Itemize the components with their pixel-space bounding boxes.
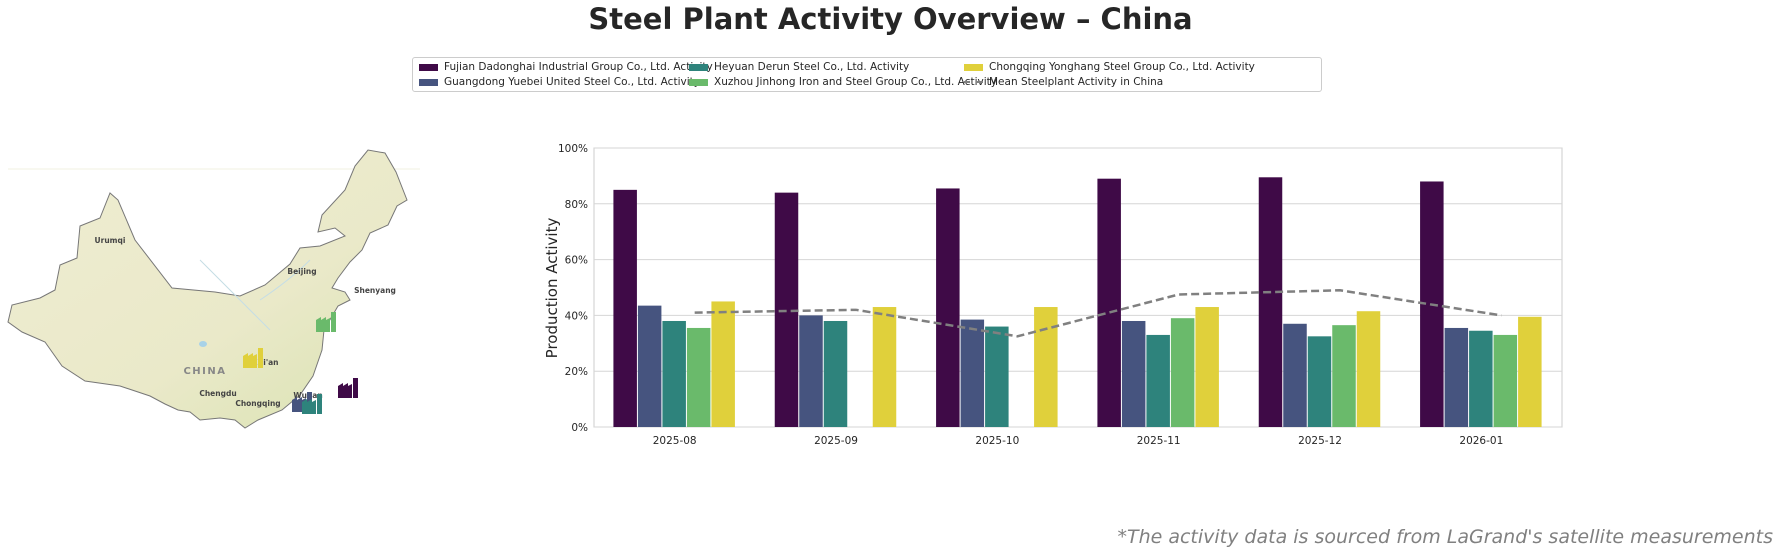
bar — [1518, 316, 1542, 427]
x-tick-label: 2025-08 — [653, 435, 697, 447]
bar — [711, 301, 735, 427]
legend-entry: Mean Steelplant Activity in China — [964, 76, 1163, 88]
bar — [936, 188, 960, 427]
bar — [1146, 334, 1170, 427]
bar — [1493, 334, 1518, 427]
legend-entry: Heyuan Derun Steel Co., Ltd. Activity — [689, 61, 909, 73]
legend-color-swatch — [689, 78, 708, 86]
legend-label: Guangdong Yuebei United Steel Co., Ltd. … — [444, 76, 700, 88]
bar — [637, 305, 662, 427]
legend-color-swatch — [964, 63, 983, 71]
bar — [1444, 327, 1469, 427]
map-city-label: CHINA — [183, 366, 226, 377]
y-tick-label: 20% — [565, 366, 588, 378]
y-tick-label: 40% — [565, 310, 588, 322]
legend-label: Fujian Dadonghai Industrial Group Co., L… — [444, 61, 713, 73]
legend-label: Xuzhou Jinhong Iron and Steel Group Co.,… — [714, 76, 997, 88]
map-city-label: Beijing — [287, 267, 316, 276]
bar — [1356, 311, 1381, 427]
y-tick-label: 60% — [565, 255, 588, 267]
legend-entry: Xuzhou Jinhong Iron and Steel Group Co.,… — [689, 76, 997, 88]
bar — [613, 189, 637, 427]
legend-color-swatch — [689, 63, 708, 71]
legend: Fujian Dadonghai Industrial Group Co., L… — [412, 57, 1322, 92]
factory-marker-icon[interactable] — [243, 348, 263, 368]
factory-marker-icon[interactable] — [302, 394, 322, 414]
map-city-label: Urumqi — [95, 236, 126, 245]
factory-marker-icon[interactable] — [316, 312, 336, 332]
legend-color-swatch — [419, 78, 438, 86]
plot-frame — [593, 147, 1563, 428]
bar — [1195, 307, 1219, 427]
bar — [960, 319, 985, 427]
figure-title: Steel Plant Activity Overview – China — [588, 2, 1193, 36]
bar — [1307, 336, 1332, 427]
bar — [1097, 178, 1121, 427]
bar — [1258, 177, 1283, 427]
bar — [985, 326, 1009, 427]
source-note: *The activity data is sourced from LaGra… — [1117, 526, 1773, 548]
china-outline — [7, 149, 408, 429]
map-city-label: Chongqing — [235, 399, 280, 408]
map-rivers — [199, 259, 311, 331]
china-map — [7, 149, 420, 429]
x-tick-label: 2025-09 — [814, 435, 858, 447]
legend-entry: Fujian Dadonghai Industrial Group Co., L… — [419, 61, 713, 73]
map-city-label: Shenyang — [354, 286, 396, 295]
bar — [799, 315, 823, 427]
x-tick-label: 2025-11 — [1137, 435, 1181, 447]
y-tick-label: 0% — [571, 422, 588, 434]
bar — [872, 307, 897, 427]
y-axis-label: Production Activity — [543, 218, 561, 359]
legend-line-swatch — [964, 81, 983, 83]
bar — [686, 327, 711, 427]
map-city-label: Chengdu — [199, 389, 236, 398]
x-tick-label: 2025-10 — [975, 435, 1019, 447]
bar — [1469, 330, 1493, 427]
y-tick-label: 80% — [565, 199, 588, 211]
legend-entry: Chongqing Yonghang Steel Group Co., Ltd.… — [964, 61, 1255, 73]
y-tick-label: 100% — [558, 143, 588, 155]
factory-marker-icon[interactable] — [338, 378, 358, 398]
legend-entry: Guangdong Yuebei United Steel Co., Ltd. … — [419, 76, 700, 88]
bar — [823, 320, 848, 427]
legend-label: Chongqing Yonghang Steel Group Co., Ltd.… — [989, 61, 1255, 73]
x-tick-label: 2025-12 — [1298, 435, 1342, 447]
bar — [1332, 325, 1356, 427]
bar — [1034, 307, 1058, 427]
map-lake — [199, 341, 207, 347]
bar — [1170, 318, 1195, 427]
bar — [1283, 323, 1307, 427]
bar — [1121, 320, 1146, 427]
bar — [662, 320, 686, 427]
legend-label: Heyuan Derun Steel Co., Ltd. Activity — [714, 61, 910, 73]
legend-label: Mean Steelplant Activity in China — [989, 76, 1164, 88]
mean-activity-line — [694, 289, 1502, 338]
legend-color-swatch — [419, 63, 438, 71]
x-tick-label: 2026-01 — [1459, 435, 1503, 447]
map-city-label: Xi'an — [257, 358, 278, 367]
